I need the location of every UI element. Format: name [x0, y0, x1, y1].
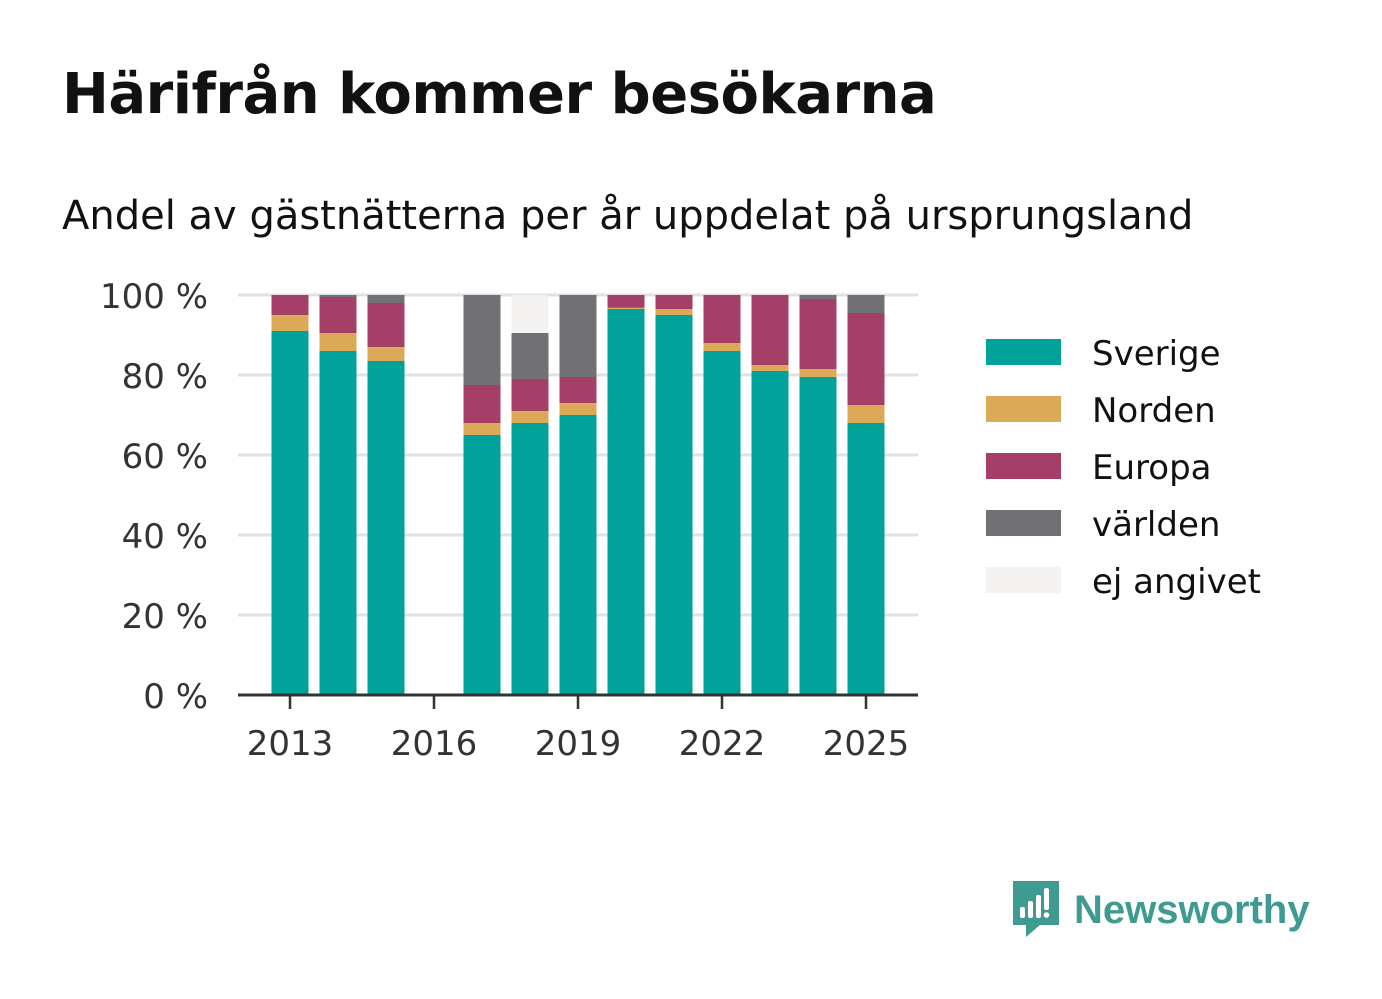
y-tick-label: 60 %: [122, 437, 208, 477]
x-tick-label: 2025: [823, 724, 910, 764]
legend-swatch: [986, 510, 1061, 536]
bar-segment: [511, 411, 549, 423]
bar-segment: [463, 295, 501, 385]
bar-segment: [559, 295, 597, 377]
y-tick-label: 100 %: [100, 277, 208, 317]
bar-segment: [319, 351, 357, 695]
legend-label: Europa: [1092, 448, 1211, 488]
y-tick-label: 80 %: [122, 357, 208, 397]
bar-segment: [751, 371, 789, 695]
bar-segment: [607, 295, 645, 308]
bar-segment: [847, 313, 885, 405]
bar-segment: [463, 423, 501, 435]
bar-segment: [847, 295, 885, 313]
bar-segment: [655, 295, 693, 309]
bar-segment: [271, 295, 309, 315]
x-tick-label: 2022: [679, 724, 766, 764]
legend: Sverige Norden Europa världen ej angivet: [986, 334, 1261, 602]
bar-segment: [799, 377, 837, 695]
legend-swatch: [986, 567, 1061, 593]
legend-swatch: [986, 453, 1061, 479]
legend-label: Norden: [1092, 391, 1216, 431]
bar-segment: [271, 331, 309, 695]
bar-segment: [367, 361, 405, 695]
bar-segment: [463, 385, 501, 423]
x-tick-label: 2013: [247, 724, 334, 764]
bar-segment: [799, 299, 837, 369]
legend-label: ej angivet: [1092, 562, 1261, 602]
stacked-bar-chart: 0 % 20 % 40 % 60 % 80 % 100 % 2013 2016 2019 2022…: [100, 277, 1261, 764]
legend-swatch: [986, 339, 1061, 365]
brand-name: Newsworthy: [1074, 887, 1310, 932]
bar-segment: [655, 315, 693, 695]
bar-segment: [799, 295, 837, 299]
bar-segment: [559, 403, 597, 415]
bar-segment: [703, 351, 741, 695]
y-tick-label: 20 %: [122, 597, 208, 637]
bar-segment: [655, 309, 693, 315]
bar-segment: [319, 297, 357, 333]
bar-segment: [703, 295, 741, 343]
bar-segment: [511, 423, 549, 695]
bar-segment: [847, 405, 885, 423]
bar-segment: [367, 303, 405, 347]
legend-swatch: [986, 396, 1061, 422]
y-tick-label: 0 %: [143, 677, 208, 717]
bar-segment: [319, 333, 357, 351]
x-tick-label: 2016: [391, 724, 478, 764]
bar-segment: [559, 377, 597, 403]
axes: 0 % 20 % 40 % 60 % 80 % 100 % 2013 2016 2019 2022…: [100, 277, 918, 764]
legend-label: världen: [1092, 505, 1220, 545]
bar-segment: [271, 315, 309, 331]
bar-segment: [751, 365, 789, 371]
bar-segment: [511, 333, 549, 379]
chart-subtitle: Andel av gästnätterna per år uppdelat på…: [62, 193, 1194, 239]
bar-segment: [511, 379, 549, 411]
bar-segment: [367, 295, 405, 303]
bar-segment: [607, 309, 645, 695]
bar-series: [271, 295, 885, 695]
bar-segment: [703, 343, 741, 351]
bar-segment: [559, 415, 597, 695]
bar-segment: [511, 295, 549, 333]
x-tick-label: 2019: [535, 724, 622, 764]
bar-segment: [799, 369, 837, 377]
legend-label: Sverige: [1092, 334, 1221, 374]
y-tick-label: 40 %: [122, 517, 208, 557]
chart-title: Härifrån kommer besökarna: [62, 62, 937, 127]
bar-segment: [607, 307, 645, 309]
brand-logo: Newsworthy: [1010, 878, 1310, 942]
bar-segment: [463, 435, 501, 695]
bar-segment: [319, 295, 357, 297]
bar-segment: [367, 347, 405, 361]
bar-segment: [751, 295, 789, 365]
bar-segment: [847, 423, 885, 695]
newsworthy-logo-icon: [1013, 881, 1059, 937]
